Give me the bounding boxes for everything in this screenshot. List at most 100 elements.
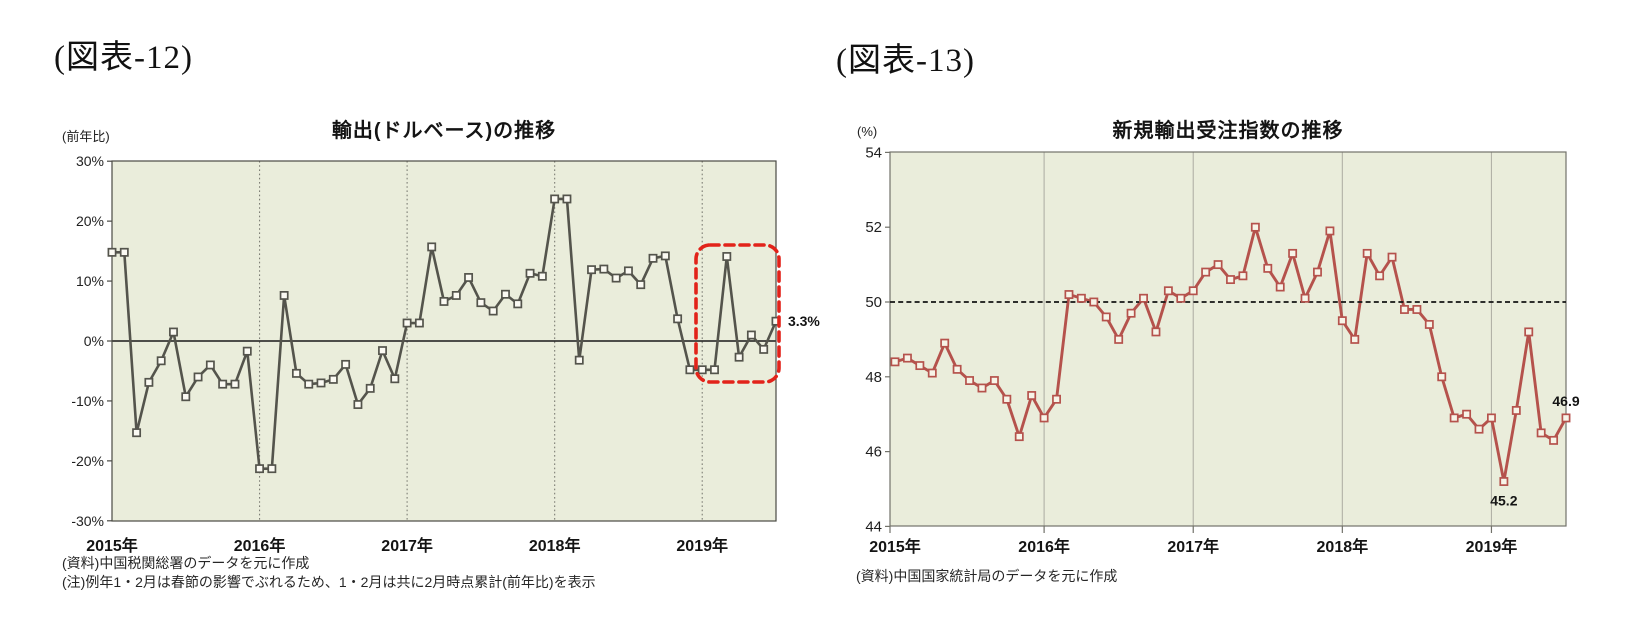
data-point-marker [1511, 406, 1521, 415]
data-point-marker [1300, 293, 1310, 303]
data-point-marker [1139, 293, 1148, 303]
figure-13-label: (図表-13) [836, 43, 975, 79]
chart-title: 新規輸出受注指数の推移 [1112, 120, 1344, 142]
data-point-marker [1375, 271, 1385, 281]
y-tick-label: 52 [865, 219, 882, 236]
data-point-marker [890, 357, 900, 367]
data-point-marker [378, 346, 387, 356]
data-point-marker [1163, 286, 1173, 296]
data-point-marker [451, 291, 461, 300]
data-point-marker [1325, 226, 1335, 236]
data-point-marker [636, 280, 646, 290]
highlight-box [694, 243, 781, 384]
data-point-marker [501, 289, 510, 299]
data-point-marker [414, 318, 424, 328]
data-point-marker [1437, 372, 1447, 382]
data-point-marker [1213, 260, 1223, 270]
data-point-marker [902, 353, 912, 363]
data-point-marker [1486, 413, 1496, 423]
data-point-marker [1176, 293, 1186, 303]
y-tick-label: 10% [76, 273, 104, 289]
data-point-marker [402, 318, 412, 328]
data-point-marker [574, 355, 584, 365]
y-tick-label: -20% [71, 453, 104, 469]
data-point-marker [1101, 312, 1111, 322]
data-point-marker [673, 314, 683, 324]
data-point-marker [353, 400, 363, 409]
new-export-orders-line-chart: 54 52 50 48 46 44 2015年 2016年 2017年 2018年 2019年 45.… [865, 144, 1580, 556]
data-point-marker [1064, 290, 1074, 299]
data-point-marker [1014, 432, 1024, 442]
data-point-marker [1076, 293, 1086, 303]
data-point-marker [1052, 394, 1061, 404]
data-point-marker [746, 330, 756, 340]
data-point-marker [1350, 334, 1360, 344]
data-point-marker [267, 464, 277, 474]
source-note: (資料)中国国家統計局のデータを元に作成 [856, 568, 1118, 584]
data-point-marker [205, 360, 215, 370]
data-point-marker [587, 265, 596, 275]
data-point-marker [1002, 394, 1012, 404]
data-point-marker [119, 247, 129, 257]
y-tick-label: 44 [865, 518, 882, 535]
data-point-marker [1201, 267, 1211, 277]
data-point-marker [1263, 263, 1273, 273]
data-point-marker [1151, 327, 1161, 337]
data-point-marker [648, 253, 658, 263]
data-point-marker [144, 377, 154, 387]
data-point-marker [390, 374, 400, 384]
data-point-marker [291, 368, 301, 378]
data-point-marker [734, 352, 744, 362]
chart-title: 輸出(ドルベース)の推移 [331, 120, 557, 142]
data-point-marker [193, 372, 203, 382]
x-tick-label: 2017年 [381, 536, 433, 555]
data-point-marker [1561, 413, 1571, 423]
x-tick-label: 2019年 [676, 536, 728, 555]
data-point-marker [255, 464, 264, 474]
data-point-marker [1250, 222, 1260, 232]
data-point-marker [181, 392, 191, 402]
data-point-marker [759, 344, 769, 354]
data-point-marker [611, 273, 621, 283]
data-point-marker [965, 376, 975, 385]
data-point-marker [1536, 428, 1546, 438]
y-tick-label: 48 [865, 369, 882, 386]
data-point-marker [107, 247, 117, 257]
data-point-marker [1089, 297, 1099, 307]
plot-border [889, 151, 1567, 527]
data-point-marker [156, 356, 166, 366]
data-point-marker [1027, 391, 1037, 400]
data-point-marker [1313, 267, 1322, 277]
data-point-marker [464, 273, 474, 282]
data-point-marker [1524, 327, 1534, 337]
data-point-marker [562, 194, 572, 204]
data-point-marker [1499, 477, 1509, 486]
data-point-marker [952, 364, 962, 374]
data-point-marker [927, 368, 937, 378]
data-point-marker [513, 299, 523, 309]
y-tick-label: 30% [76, 153, 104, 169]
data-point-marker [989, 376, 999, 385]
figure-export-growth: (図表-12) (前年比) 輸出(ドルベース)の推移 30% 20% 10% 0% -1… [54, 40, 820, 590]
data-point-marker [132, 428, 142, 438]
x-tick-label: 2017年 [1167, 537, 1219, 556]
data-point-marker [1238, 271, 1248, 281]
data-point-marker [1226, 275, 1235, 285]
data-point-marker [328, 374, 338, 384]
data-point-marker [1114, 334, 1124, 344]
y-tick-label: 0% [84, 333, 104, 349]
x-tick-label: 2018年 [529, 536, 581, 555]
y-axis-unit-label: (%) [857, 124, 878, 139]
data-point-marker [1288, 248, 1298, 258]
data-point-marker [915, 361, 925, 371]
data-point-marker [550, 194, 560, 204]
y-tick-label: 54 [865, 144, 882, 161]
y-tick-label: 20% [76, 213, 104, 229]
figure-12-label: (図表-12) [54, 40, 193, 76]
data-point-marker [722, 252, 732, 261]
data-point-marker [1275, 282, 1285, 292]
data-point-marker [1449, 413, 1459, 423]
plot-area [890, 152, 1566, 526]
data-point-marker [230, 379, 240, 389]
